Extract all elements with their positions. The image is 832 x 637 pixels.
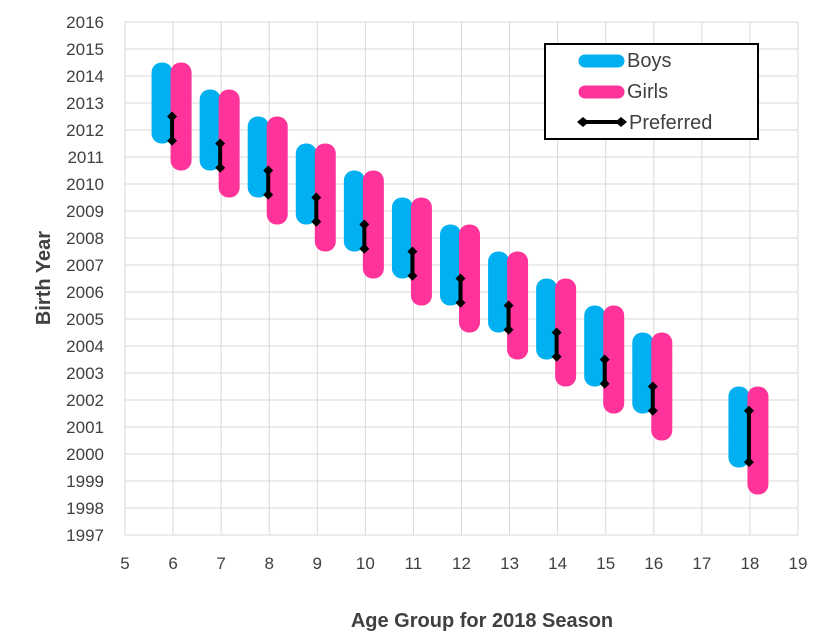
girls-range-bar <box>555 278 577 387</box>
boys-range-bar <box>391 197 413 279</box>
y-tick-label: 2007 <box>66 256 104 275</box>
boys-range-bar <box>151 62 173 144</box>
y-tick-label: 2014 <box>66 67 104 86</box>
x-tick-label: 11 <box>405 554 423 573</box>
boys-range-bar <box>488 251 510 333</box>
x-tick-label: 7 <box>216 554 225 573</box>
x-tick-label: 19 <box>789 554 808 573</box>
x-tick-label: 14 <box>548 554 567 573</box>
preferred-marker <box>647 381 658 392</box>
y-tick-label: 2015 <box>66 40 104 59</box>
preferred-marker <box>215 138 226 149</box>
y-tick-label: 2011 <box>67 148 104 167</box>
y-tick-label: 2003 <box>66 364 104 383</box>
preferred-marker <box>455 297 466 308</box>
preferred-marker <box>167 111 178 122</box>
preferred-marker <box>407 246 418 257</box>
y-tick-label: 2012 <box>66 121 104 140</box>
girls-range-bar <box>410 197 432 306</box>
preferred-marker <box>599 378 610 389</box>
y-tick-label: 2016 <box>66 13 104 32</box>
y-tick-label: 2006 <box>66 283 104 302</box>
y-tick-label: 2001 <box>66 418 104 437</box>
preferred-marker <box>647 405 658 416</box>
boys-range-bar <box>728 386 750 468</box>
legend-label-preferred: Preferred <box>629 112 712 134</box>
preferred-marker <box>167 135 178 146</box>
boys-range-bar <box>536 278 558 360</box>
y-axis-title: Birth Year <box>33 231 55 325</box>
x-tick-label: 15 <box>596 554 615 573</box>
preferred-marker <box>599 354 610 365</box>
range-bars <box>151 62 769 495</box>
legend-marker-left <box>577 117 589 127</box>
girls-range-bar <box>362 170 384 279</box>
preferred-marker <box>263 165 274 176</box>
preferred-marker <box>743 405 754 416</box>
y-tick-label: 2005 <box>66 310 104 329</box>
y-tick-label: 2010 <box>66 175 104 194</box>
y-tick-label: 2013 <box>66 94 104 113</box>
y-tick-label: 1998 <box>66 499 104 518</box>
x-tick-label: 16 <box>644 554 663 573</box>
preferred-marker <box>503 300 514 311</box>
x-tick-label: 8 <box>264 554 273 573</box>
y-tick-label: 2002 <box>66 391 104 410</box>
boys-range-bar <box>632 332 654 414</box>
preferred-marker <box>455 273 466 284</box>
preferred-marker <box>503 324 514 335</box>
x-tick-label: 5 <box>120 554 129 573</box>
y-tick-label: 2009 <box>66 202 104 221</box>
girls-range-bar <box>651 332 673 441</box>
girls-range-bar <box>266 116 288 225</box>
preferred-marker <box>359 243 370 254</box>
preferred-marker <box>743 457 754 468</box>
y-tick-label: 2000 <box>66 445 104 464</box>
preferred-marker <box>407 270 418 281</box>
x-tick-label: 10 <box>356 554 375 573</box>
boys-range-bar <box>584 305 606 387</box>
preferred-marker <box>311 192 322 203</box>
preferred-marker <box>359 219 370 230</box>
x-axis-title: Age Group for 2018 Season <box>351 610 613 632</box>
boys-range-bar <box>440 224 461 306</box>
y-tick-label: 1999 <box>66 472 104 491</box>
y-tick-label: 1997 <box>66 526 104 545</box>
legend-label-girls: Girls <box>627 81 668 103</box>
x-tick-label: 12 <box>452 554 471 573</box>
y-axis-ticks: 1997 1998 1999 2000 2001 2002 2003 2004 2005 2006… <box>66 13 104 545</box>
x-tick-label: 18 <box>740 554 759 573</box>
x-tick-label: 9 <box>313 554 322 573</box>
x-axis-ticks: 5 6 7 8 9 10 11 12 13 14 15 16 17 18 19 <box>120 554 807 573</box>
y-tick-label: 2008 <box>66 229 104 248</box>
girls-range-bar <box>170 62 192 171</box>
girls-range-bar <box>459 224 480 333</box>
legend: Boys Girls Preferred <box>544 43 759 140</box>
y-tick-label: 2004 <box>66 337 104 356</box>
x-tick-label: 13 <box>500 554 519 573</box>
preferred-marker <box>263 189 274 200</box>
girls-range-bar <box>747 386 769 495</box>
preferred-marker <box>551 327 562 338</box>
x-tick-label: 6 <box>168 554 177 573</box>
legend-label-boys: Boys <box>627 50 671 72</box>
boys-range-bar <box>247 116 269 198</box>
preferred-marker <box>215 162 226 173</box>
legend-marker-right <box>615 117 627 127</box>
girls-range-bar <box>507 251 529 360</box>
girls-range-bar <box>314 143 336 252</box>
boys-range-bar <box>343 170 365 252</box>
x-tick-label: 17 <box>692 554 711 573</box>
preferred-marker <box>311 216 322 227</box>
boys-range-bar <box>295 143 317 225</box>
boys-range-bar <box>199 89 221 171</box>
preferred-marker <box>551 351 562 362</box>
girls-range-bar <box>603 305 625 414</box>
girls-range-bar <box>218 89 240 198</box>
